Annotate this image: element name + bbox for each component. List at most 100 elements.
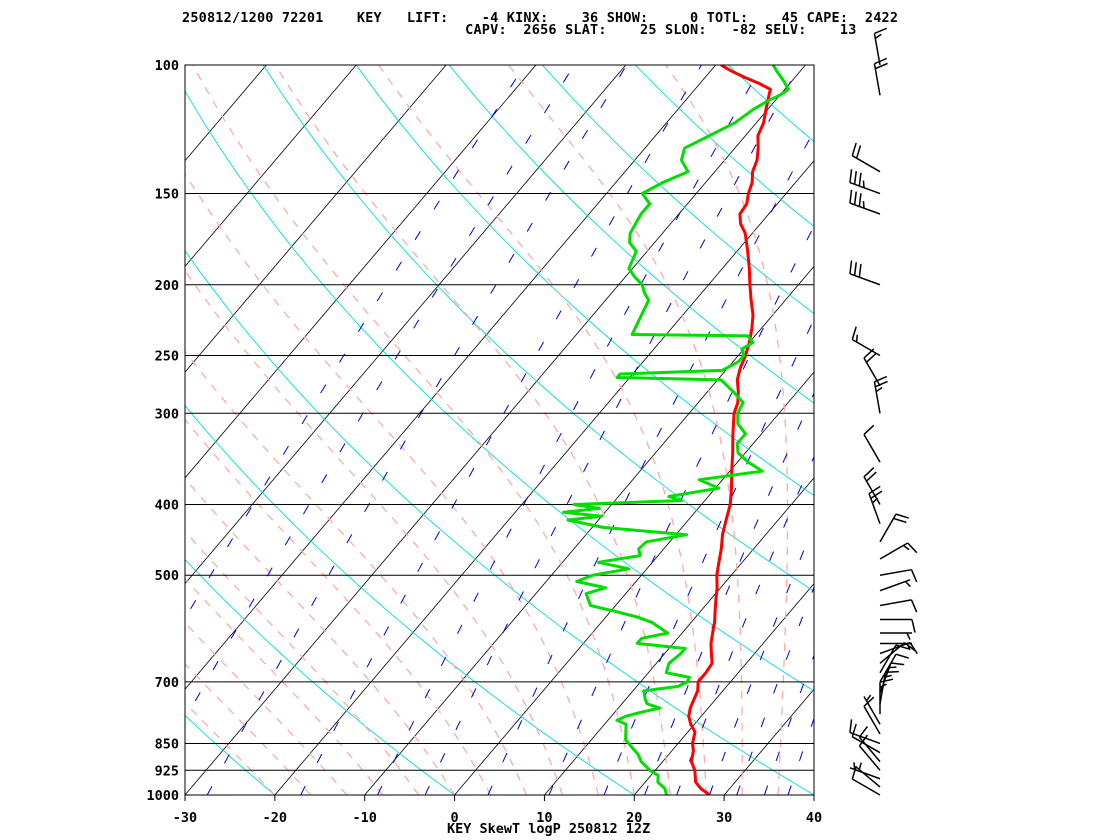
dry-adiabat-line xyxy=(448,65,814,404)
wind-barb-staff xyxy=(851,338,881,357)
wind-barb-feather xyxy=(870,490,883,499)
moist-adiabat-line xyxy=(507,65,743,795)
mixing-ratio-line xyxy=(787,716,814,795)
wind-barb xyxy=(879,599,918,613)
wind-barb-staff xyxy=(879,662,892,694)
wind-barb xyxy=(849,260,881,286)
wind-barb-staff xyxy=(851,778,881,796)
mixing-ratio-line xyxy=(603,318,814,795)
dry-adiabat-line xyxy=(727,65,814,143)
wind-barb xyxy=(863,696,881,735)
wind-barb-staff xyxy=(879,568,912,576)
mixing-ratio-line xyxy=(206,65,628,795)
wind-barb xyxy=(849,189,881,215)
wind-barb-staff xyxy=(879,513,897,543)
wind-barb xyxy=(879,662,905,694)
wind-barb-feather xyxy=(865,471,877,482)
wind-barb-feather xyxy=(863,696,875,707)
wind-barb-staff xyxy=(849,767,881,780)
pressure-tick-label: 150 xyxy=(155,187,179,203)
wind-barb-staff xyxy=(849,181,881,195)
mixing-ratio-line xyxy=(185,65,575,721)
wind-barb xyxy=(851,723,881,754)
wind-barb xyxy=(873,27,888,66)
wind-barb xyxy=(873,375,888,414)
wind-barb-feather xyxy=(911,619,916,633)
temperature-tick-label: 0 xyxy=(451,810,459,826)
wind-barb xyxy=(849,719,881,745)
wind-barb-feather xyxy=(874,33,882,40)
wind-barb-staff xyxy=(851,736,881,754)
moist-adiabat-line xyxy=(192,65,635,795)
wind-barb xyxy=(851,142,881,173)
temperature-tick-label: 30 xyxy=(716,810,732,826)
wind-barb-feather xyxy=(849,189,853,204)
wind-barb-staff xyxy=(879,579,911,592)
pressure-tick-label: 300 xyxy=(155,406,179,422)
dry-adiabat-line xyxy=(185,558,455,795)
wind-barb-staff xyxy=(851,155,881,173)
mixing-ratio-line xyxy=(815,65,1100,795)
temperature-tick-label: 10 xyxy=(536,810,552,826)
moist-adiabat-line xyxy=(377,65,707,795)
wind-barb-feather xyxy=(865,694,872,702)
dry-adiabat-line xyxy=(185,714,276,795)
isotherm-line xyxy=(0,65,177,795)
wind-barb-feather xyxy=(910,599,918,613)
wind-barb-feather xyxy=(904,580,911,588)
wind-barb-feather xyxy=(895,513,909,519)
wind-barb-staff xyxy=(873,63,881,96)
wind-barb xyxy=(880,632,912,640)
dry-adiabat-line xyxy=(821,65,1120,795)
wind-barb-feather xyxy=(858,193,862,207)
wind-barb xyxy=(880,642,912,651)
wind-barb xyxy=(858,725,881,763)
wind-barb xyxy=(879,513,909,543)
wind-barb-staff xyxy=(863,696,881,725)
moist-adiabat-line xyxy=(185,530,420,795)
wind-barb-feather xyxy=(851,142,857,156)
wind-barb-feather xyxy=(849,719,853,733)
dry-adiabat-line xyxy=(185,90,814,692)
isotherm-line xyxy=(364,265,814,795)
wind-barb xyxy=(863,694,881,725)
pressure-tick-label: 850 xyxy=(155,736,179,752)
moist-adiabat-line xyxy=(185,350,528,795)
temperature-tick-label: -10 xyxy=(353,810,377,826)
wind-barbs xyxy=(849,27,918,796)
isotherm-line xyxy=(274,160,814,795)
wind-barb-feather xyxy=(902,544,910,551)
wind-barb-feather xyxy=(858,172,862,187)
wind-barb xyxy=(858,734,881,771)
temperature-tick-labels: -30 -20 -10 0 10 20 30 40 xyxy=(173,795,822,826)
wind-barb-staff xyxy=(863,476,881,505)
wind-barb-staff xyxy=(863,357,881,387)
mixing-ratio-line xyxy=(676,455,814,795)
pressure-tick-label: 250 xyxy=(155,348,179,364)
wind-barb-feather xyxy=(855,145,862,159)
wind-barb-staff xyxy=(863,434,881,463)
moist-adiabat-line xyxy=(185,172,599,795)
pressure-tick-label: 1000 xyxy=(146,788,179,804)
wind-barb xyxy=(879,641,918,655)
wind-barb xyxy=(851,326,881,357)
wind-barb xyxy=(879,644,909,674)
wind-barb-feather xyxy=(849,169,853,183)
wind-barb xyxy=(879,653,909,683)
wind-barb xyxy=(879,542,918,560)
wind-barb-staff xyxy=(873,381,881,414)
dry-adiabat-line xyxy=(541,65,814,315)
wind-barb-staff xyxy=(879,644,897,674)
wind-barb-staff xyxy=(855,765,881,788)
moist-adiabat-line xyxy=(185,577,384,795)
wind-barb-feather xyxy=(906,643,911,651)
dry-adiabat-line xyxy=(355,65,814,497)
wind-barb-feather xyxy=(907,542,918,554)
isotherm-line xyxy=(633,582,814,795)
mixing-ratio-line xyxy=(709,524,814,795)
isotherm-line xyxy=(185,65,447,373)
pressure-tick-labels: 100 150 200 250 300 400 500 700 850 925 1000 xyxy=(146,58,179,804)
isotherm-line xyxy=(544,477,814,795)
wind-barb-feather xyxy=(879,678,894,683)
